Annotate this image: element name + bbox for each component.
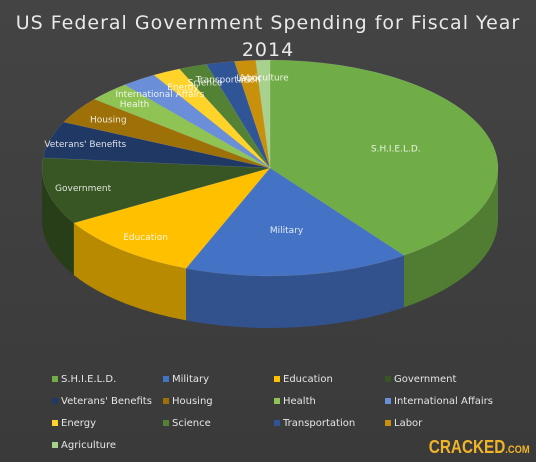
slice-label-agriculture: Agriculture (239, 73, 289, 83)
legend-label: International Affairs (394, 395, 493, 407)
legend-item-international-affairs: International Affairs (385, 394, 505, 408)
slice-label-housing: Housing (90, 115, 127, 125)
legend-label: Education (283, 373, 333, 385)
slice-label-science: Science (188, 79, 223, 89)
legend-item-agriculture: Agriculture (52, 438, 163, 452)
pie-slice-government (41, 157, 271, 224)
slice-label-military: Military (270, 226, 304, 236)
legend-item-s-h-i-e-l-d: S.H.I.E.L.D. (52, 372, 163, 386)
slice-label-education: Education (123, 233, 168, 243)
legend-label: Veterans' Benefits (61, 395, 152, 407)
pie-slice-housing (63, 98, 271, 169)
legend-label: Labor (394, 417, 423, 429)
pie-slice-transportation (205, 61, 271, 169)
legend-item-health: Health (274, 394, 385, 408)
legend-label: Military (172, 373, 210, 385)
pie-slice-military (185, 167, 405, 277)
legend-item-government: Government (385, 372, 505, 386)
legend-item-labor: Labor (385, 416, 505, 430)
legend-item-housing: Housing (163, 394, 274, 408)
slice-label-energy: Energy (167, 83, 199, 93)
legend-swatch (52, 420, 58, 426)
pie-slice-s-h-i-e-l-d (269, 59, 499, 256)
legend-swatch (385, 376, 391, 382)
legend-swatch (385, 398, 391, 404)
pie-slice-health (93, 84, 271, 169)
watermark-suffix: .COM (505, 444, 530, 456)
legend-item-energy: Energy (52, 416, 163, 430)
pie-chart: S.H.I.E.L.D. Military Education Government V… (41, 59, 499, 328)
slice-label-transportation: Transportation (195, 75, 261, 85)
slice-label-government: Government (55, 184, 112, 194)
legend-label: Energy (61, 417, 97, 429)
pie-side-education (73, 222, 187, 321)
legend-label: Transportation (283, 417, 356, 429)
pie-slice-energy (153, 68, 271, 169)
pie-slice-international-affairs (124, 74, 271, 169)
slice-label-international-affairs: International Affairs (115, 90, 204, 100)
watermark-text: CRACKED (429, 437, 506, 457)
legend-swatch (52, 442, 58, 448)
legend-swatch (163, 376, 169, 382)
pie-side-government (42, 168, 74, 275)
legend-item-transportation: Transportation (274, 416, 385, 430)
slice-label-veterans-benefits: Veterans' Benefits (44, 140, 126, 150)
legend-swatch (52, 376, 58, 382)
pie-side-military (186, 255, 405, 328)
slice-label-s-h-i-e-l-d: S.H.I.E.L.D. (371, 145, 421, 155)
legend-swatch (274, 398, 280, 404)
pie-slice-agriculture (255, 59, 271, 169)
pie-slice-labels: S.H.I.E.L.D. Military Education Government V… (44, 73, 420, 243)
legend-swatch (274, 420, 280, 426)
chart-title: US Federal Government Spending for Fisca… (15, 12, 521, 61)
cracked-watermark: CRACKED.COM (429, 437, 530, 458)
legend-item-military: Military (163, 372, 274, 386)
pie-top-faces (41, 59, 499, 277)
legend-swatch (385, 420, 391, 426)
pie-side-s-h-i-e-l-d (404, 168, 498, 308)
legend-swatch (163, 420, 169, 426)
legend-item-education: Education (274, 372, 385, 386)
legend-swatch (163, 398, 169, 404)
legend-label: Agriculture (61, 439, 116, 451)
legend-label: Government (394, 373, 457, 385)
legend-swatch (274, 376, 280, 382)
legend-label: Health (283, 395, 316, 407)
slice-label-health: Health (120, 100, 150, 110)
legend: S.H.I.E.L.D. Military Education Government V… (52, 372, 512, 452)
legend-item-science: Science (163, 416, 274, 430)
pie-slice-veterans-benefits (42, 121, 271, 169)
pie-side-walls (42, 168, 498, 328)
legend-label: S.H.I.E.L.D. (61, 373, 117, 385)
pie-slice-science (178, 64, 271, 169)
legend-swatch (52, 398, 58, 404)
pie-slice-education (73, 167, 271, 269)
pie-slice-labor (233, 59, 271, 169)
legend-item-veterans-benefits: Veterans' Benefits (52, 394, 163, 408)
legend-label: Housing (172, 395, 213, 407)
slice-label-labor: Labor (236, 74, 262, 84)
legend-label: Science (172, 417, 211, 429)
